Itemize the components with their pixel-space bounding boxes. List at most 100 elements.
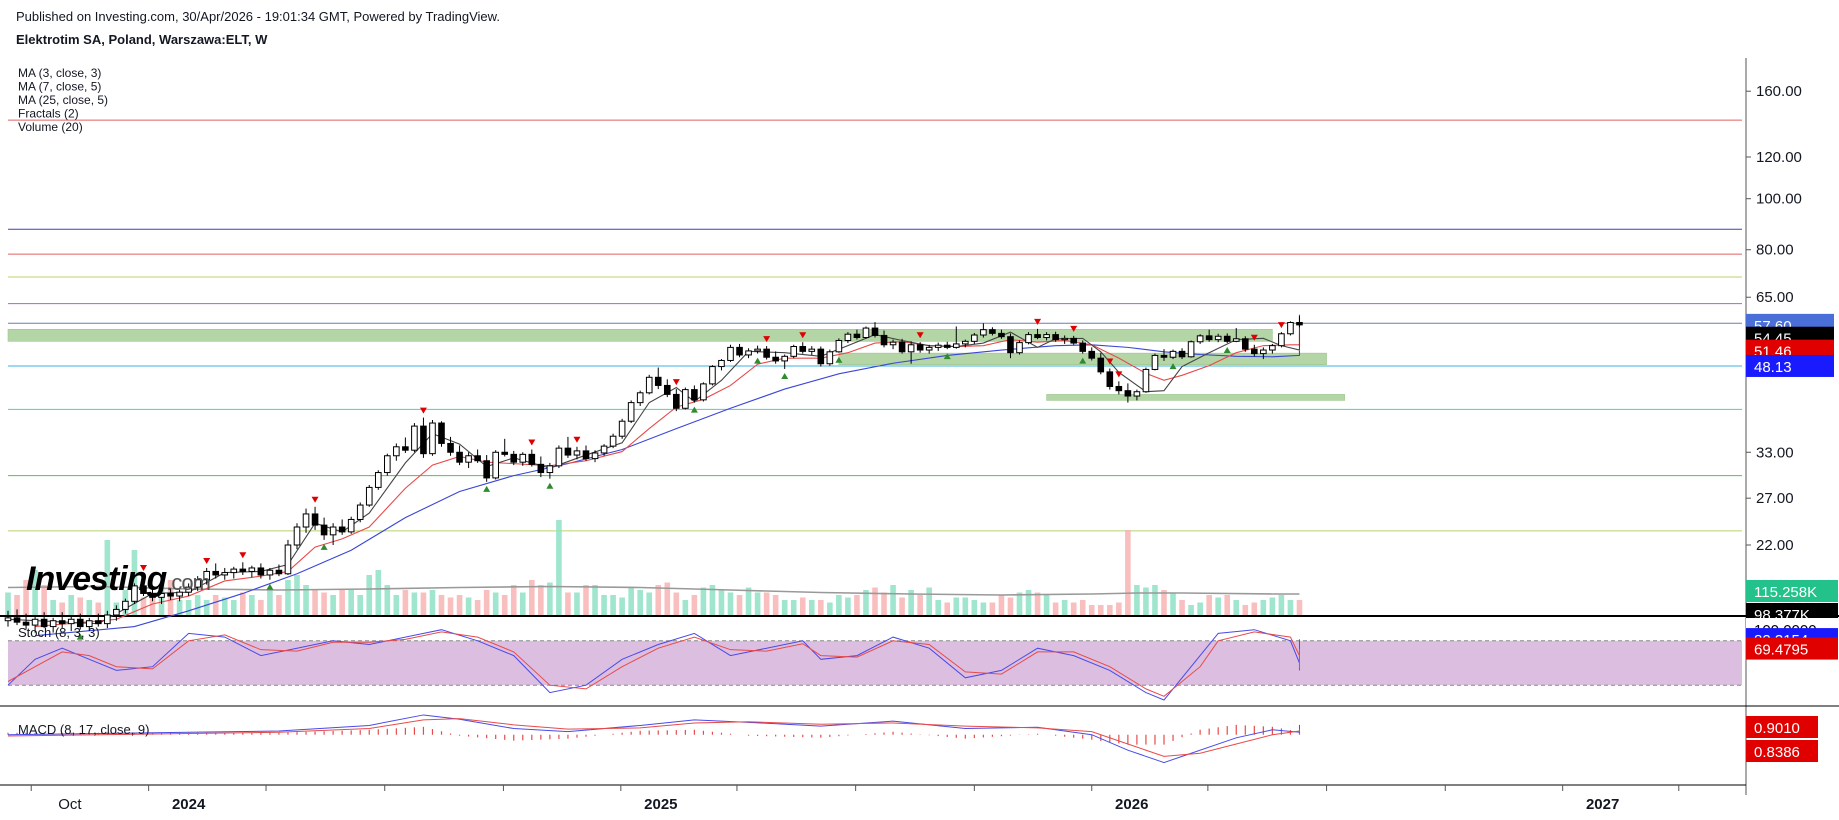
volume-bar <box>953 597 960 615</box>
volume-bar <box>908 590 914 615</box>
stoch-tag-bg <box>1746 637 1838 660</box>
volume-bar <box>610 595 616 615</box>
volume-bar <box>1161 590 1167 615</box>
candle <box>1025 332 1032 345</box>
candle <box>411 423 418 453</box>
candle-body <box>907 344 915 353</box>
candle <box>844 332 852 344</box>
volume-bar <box>23 580 29 615</box>
candle-body <box>438 422 445 444</box>
candle-body <box>374 472 382 488</box>
candle <box>438 421 445 447</box>
candle <box>31 616 39 633</box>
volume-bar <box>1233 600 1240 615</box>
volume-bar <box>718 590 725 615</box>
candle-body <box>384 455 391 474</box>
volume-bar <box>510 585 517 615</box>
candle <box>1223 333 1231 344</box>
price-tick-label: 27.00 <box>1756 490 1794 507</box>
candle-body <box>176 591 183 597</box>
candle <box>420 417 427 458</box>
volume-bar <box>68 595 75 615</box>
candle <box>356 502 364 523</box>
volume-bar <box>267 590 273 615</box>
volume-bar <box>339 590 345 615</box>
candle <box>1151 353 1159 371</box>
candle-body <box>239 568 247 572</box>
candle-body <box>727 346 734 361</box>
candle <box>1142 367 1150 393</box>
stoch-d-line <box>7 631 1300 697</box>
candle <box>95 613 102 627</box>
volume-bar <box>845 597 851 615</box>
macd-title: MACD (8, 17, close, 9) <box>18 722 150 737</box>
volume-bar <box>538 585 544 615</box>
volume-bar <box>619 597 625 615</box>
volume-bar <box>980 602 987 615</box>
volume-bar <box>483 590 490 615</box>
candle <box>998 329 1005 339</box>
fractal-down-marker <box>239 552 247 559</box>
volume-bar <box>998 595 1005 615</box>
candle <box>645 374 653 395</box>
volume-bar <box>221 597 228 615</box>
volume-bar <box>194 595 201 615</box>
candle <box>718 359 725 371</box>
candle <box>447 436 454 456</box>
candle <box>257 563 265 579</box>
candle-body <box>1016 342 1023 354</box>
candle-body <box>537 463 545 474</box>
stoch-band <box>8 640 1742 686</box>
candle <box>1079 340 1087 354</box>
volume-bar <box>1260 600 1267 615</box>
volume-bar <box>86 600 93 615</box>
candle <box>167 588 174 600</box>
candle <box>365 484 373 507</box>
fractal-down-marker <box>573 436 581 443</box>
candle-body <box>483 460 490 479</box>
candle-body <box>781 355 788 362</box>
candle-body <box>302 513 310 528</box>
candle-body <box>402 446 409 451</box>
candle <box>1287 321 1294 336</box>
candle <box>22 613 30 630</box>
symbol-title: Elektrotim SA, Poland, Warszawa:ELT, W <box>16 32 268 47</box>
candle-body <box>1124 390 1132 397</box>
volume-bar <box>438 595 445 615</box>
candle <box>663 379 671 398</box>
candle-body <box>456 451 463 463</box>
volume-bar <box>366 575 373 615</box>
candle-body <box>347 518 355 533</box>
candle <box>763 346 770 360</box>
candle <box>564 436 572 458</box>
volume-bar <box>50 600 56 615</box>
volume-bar <box>1287 600 1294 615</box>
candle-body <box>1232 338 1240 342</box>
candle <box>465 452 472 469</box>
candle <box>1178 348 1186 360</box>
candle <box>971 332 978 344</box>
volume-bar <box>818 600 824 615</box>
volume-bar <box>529 580 535 615</box>
candle <box>1241 336 1249 352</box>
volume-bar <box>565 592 571 615</box>
candle-body <box>1061 337 1068 341</box>
candle-body <box>1151 354 1159 370</box>
candle-body <box>13 617 21 623</box>
volume-bar <box>574 592 580 615</box>
volume-bar <box>456 595 463 615</box>
candle-body <box>194 579 201 588</box>
candle-body <box>185 586 192 593</box>
volume-bar <box>41 585 47 615</box>
candle <box>239 562 247 575</box>
volume-bar <box>709 585 716 615</box>
volume-bar <box>1269 597 1276 615</box>
candle-body <box>916 344 924 351</box>
candle-body <box>763 348 770 358</box>
candle <box>104 610 111 629</box>
fractal-up-marker <box>754 357 762 364</box>
volume-bar <box>1188 605 1194 615</box>
volume-bar <box>104 540 111 615</box>
volume-bar <box>673 592 680 615</box>
